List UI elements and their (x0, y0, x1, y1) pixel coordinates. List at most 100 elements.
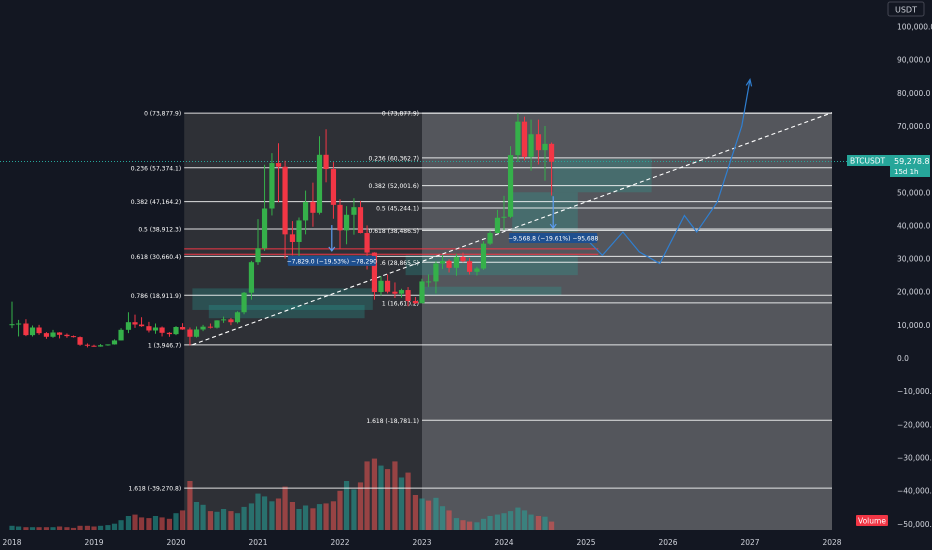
volume-bar-41 (289, 502, 296, 530)
candle-body-68 (474, 268, 480, 272)
measure-label-bg-0 (287, 255, 376, 266)
candle-body-43 (302, 201, 309, 221)
volume-bar-0 (9, 525, 15, 530)
candle-body-44 (310, 201, 316, 213)
candle-body-1 (15, 323, 22, 325)
volume-badge: Volume (856, 515, 888, 526)
candle-body-33 (234, 312, 241, 323)
x-tick-label-3: 2021 (248, 538, 267, 547)
candle-body-7 (56, 332, 63, 335)
candle-body-11 (84, 344, 91, 346)
candle-body-55 (384, 280, 391, 292)
volume-bar-30 (214, 511, 220, 530)
volume-bar-63 (439, 506, 446, 530)
volume-bar-69 (480, 518, 487, 530)
volume-bar-75 (521, 510, 528, 530)
price-tag-price: 59,278.8 (894, 157, 930, 166)
fib-label-1-3: 0.5 (45,244.1) (376, 206, 419, 213)
y-tick-label-11: −10,000.0 (897, 387, 932, 396)
y-tick-label-15: −50,000.0 (897, 520, 932, 529)
volume-bar-58 (405, 472, 411, 530)
y-tick-label-0: 100,000.0 (897, 23, 932, 32)
volume-bar-10 (77, 525, 83, 530)
y-tick-label-7: 30,000.0 (897, 255, 931, 264)
x-axis[interactable]: 2018 2019 2020 2021 2022 2023 2024 2025 2026 2027… (2, 538, 841, 547)
volume-bar-50 (351, 489, 357, 530)
y-axis[interactable]: 100,000.090,000.080,000.070,000.060,000.… (897, 23, 932, 529)
volume-bar-33 (234, 513, 241, 530)
volume-bar-66 (460, 520, 466, 530)
volume-bar-39 (275, 498, 282, 530)
volume-bar-61 (425, 500, 432, 530)
volume-bar-72 (501, 513, 507, 530)
candle-body-3 (29, 327, 36, 336)
measure-label-bg-1 (509, 233, 598, 244)
candle-body-59 (412, 300, 419, 304)
zone-box-1 (208, 304, 365, 319)
volume-bar-51 (357, 482, 364, 530)
fib-label-0-4: 0.618 (30,660.4) (131, 254, 181, 261)
y-tick-label-3: 70,000.0 (897, 122, 931, 131)
candle-body-65 (453, 256, 460, 268)
volume-bar-13 (97, 525, 104, 530)
candle-body-73 (507, 155, 514, 217)
currency-badge-text: USDT (895, 6, 917, 15)
candle-body-57 (398, 290, 405, 294)
candle-body-20 (146, 326, 152, 331)
candle-body-25 (179, 327, 186, 330)
x-tick-label-5: 2023 (412, 538, 431, 547)
candle-body-21 (152, 327, 159, 331)
candles-layer (9, 113, 555, 348)
fib-label-0-6: 1 (3,946.7) (148, 342, 181, 349)
candle-body-16 (118, 329, 124, 341)
candle-body-2 (23, 323, 29, 336)
candle-body-12 (91, 345, 97, 347)
volume-bar-45 (316, 504, 323, 530)
candle-body-13 (97, 345, 104, 347)
candle-body-56 (392, 291, 398, 294)
x-tick-label-6: 2024 (494, 538, 513, 547)
volume-bar-70 (487, 516, 493, 530)
candle-body-9 (70, 336, 77, 338)
candle-body-34 (241, 292, 247, 313)
volume-bar-55 (384, 469, 391, 530)
candle-body-24 (173, 327, 179, 335)
volume-bar-64 (446, 510, 452, 530)
volume-bar-18 (132, 514, 138, 530)
candle-body-62 (433, 263, 439, 282)
candle-body-37 (261, 208, 268, 249)
candle-body-50 (351, 207, 357, 215)
volume-bar-31 (220, 509, 227, 530)
candle-body-27 (193, 329, 200, 337)
measure-arrowhead-0 (328, 246, 336, 252)
candle-body-72 (501, 216, 507, 218)
zone-box-5 (553, 159, 652, 193)
candle-body-32 (228, 319, 234, 323)
volume-bar-53 (371, 458, 378, 530)
volume-bar-5 (43, 527, 50, 530)
volume-badge-text: Volume (858, 517, 886, 526)
volume-bar-32 (228, 511, 234, 530)
volume-bar-27 (193, 502, 200, 530)
measure-arrowhead-1 (549, 223, 557, 230)
zone-box-2 (422, 286, 562, 296)
candle-body-58 (405, 290, 411, 301)
candle-body-31 (220, 319, 227, 321)
x-tick-label-2: 2020 (166, 538, 185, 547)
candle-body-18 (132, 322, 138, 325)
currency-badge[interactable]: USDT (887, 1, 925, 17)
candle-body-64 (446, 260, 452, 268)
candle-body-4 (36, 327, 42, 334)
fib-label-1-2: 0.382 (52,001.6) (369, 183, 419, 190)
candle-body-79 (548, 143, 555, 162)
x-tick-label-9: 2027 (740, 538, 759, 547)
volume-bar-48 (337, 490, 343, 530)
volume-bar-21 (152, 516, 159, 530)
fib-label-0-1: 0.236 (57,374.1) (131, 165, 181, 172)
candle-body-8 (64, 334, 70, 337)
volume-bar-12 (91, 526, 97, 530)
volume-bar-3 (29, 527, 36, 530)
red-levels-layer (184, 248, 599, 255)
fib-label-1-0: 0 (73,877.9) (382, 111, 419, 118)
volume-bar-43 (302, 505, 309, 530)
